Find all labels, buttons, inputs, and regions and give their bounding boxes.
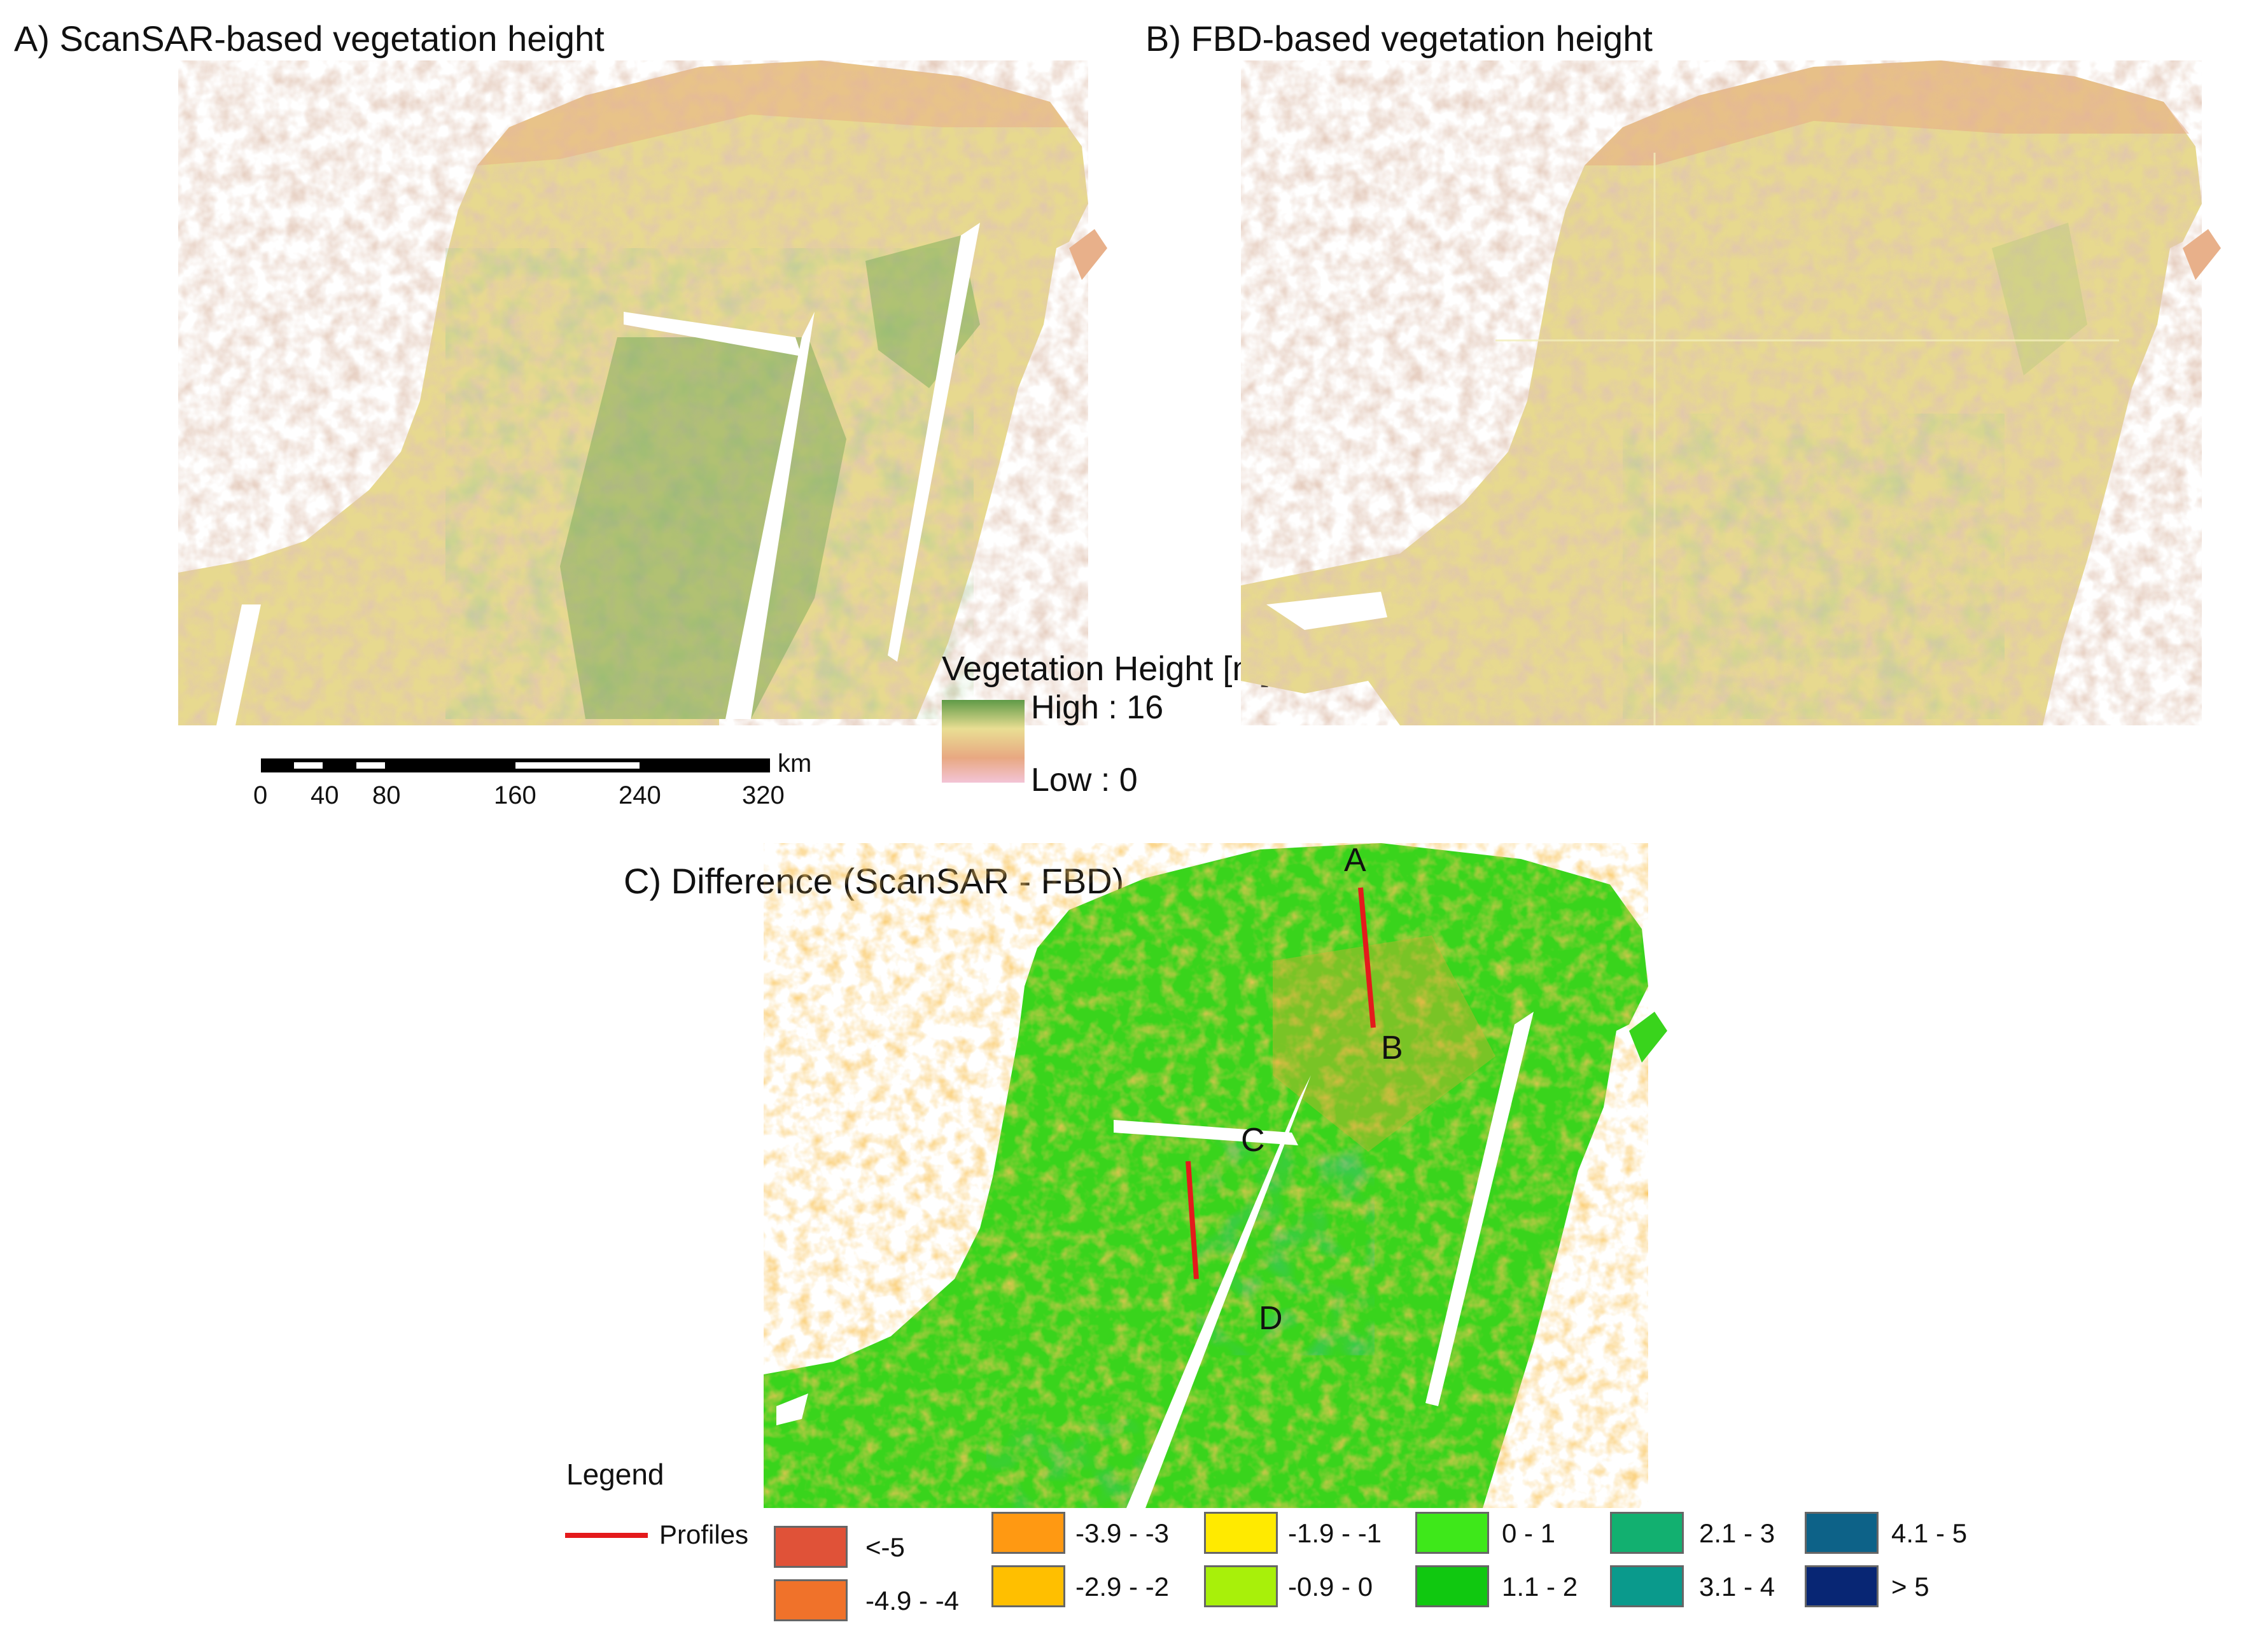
legend-swatch-minus2-9 [991,1565,1065,1607]
legend-swatch-minus0-9 [1204,1565,1278,1607]
panel-c-gap-strip-east [1425,1012,1534,1406]
legend-swatch-2-1 [1610,1512,1684,1554]
legend-swatch-minus1-9 [1204,1512,1278,1554]
profile-line-cd [1186,1161,1199,1280]
legend-swatch-minus4-9 [774,1579,848,1621]
panel-c-island [1629,1012,1667,1063]
legend-label-minus3-9: -3.9 - -3 [1075,1518,1170,1548]
legend-label-gt-5: > 5 [1891,1572,1929,1602]
panel-c-landmass [764,843,1648,1508]
legend-label-lt-minus5: <-5 [865,1532,905,1562]
vegetation-legend-ramp [942,700,1025,783]
legend-label-1-1: 1.1 - 2 [1502,1572,1578,1602]
legend-swatch-4-1 [1805,1512,1879,1554]
scale-bar [261,758,770,772]
panel-c-coast-gap [776,1393,808,1425]
profile-label-d: D [1259,1300,1283,1337]
scale-tick: 40 [311,781,339,809]
panel-a-gap-strip-west [216,604,261,725]
scale-tick: 240 [619,781,661,809]
legend-label-minus0-9: -0.9 - 0 [1288,1572,1373,1602]
profiles-legend-label: Profiles [659,1519,749,1549]
panel-b-island [2183,229,2221,280]
vegetation-legend-title: Vegetation Height [m] [942,650,1271,688]
panel-b-title: B) FBD-based vegetation height [1145,18,1653,59]
profile-label-b: B [1381,1030,1403,1066]
scale-unit: km [778,750,812,778]
legend-swatch-3-1 [1610,1565,1684,1607]
scale-tick: 320 [742,781,785,809]
legend-swatch-0-1 [1415,1512,1489,1554]
panel-c-gap-wedge [1114,1120,1298,1145]
legend-label-0-1: 0 - 1 [1502,1518,1556,1548]
legend-swatch-minus3-9 [991,1512,1065,1554]
profile-line-ab [1358,887,1376,1028]
profiles-legend-line [565,1533,648,1538]
scale-tick: 80 [372,781,401,809]
legend-label-3-1: 3.1 - 4 [1699,1572,1775,1602]
panel-a-gap-strip-east [888,223,980,662]
legend-label-minus1-9: -1.9 - -1 [1288,1518,1382,1548]
panel-a-gap-wedge [624,312,802,356]
legend-swatch-lt-minus5 [774,1526,848,1568]
scale-tick: 0 [253,781,268,809]
legend-swatch-gt-5 [1805,1565,1879,1607]
legend-swatch-1-1 [1415,1565,1489,1607]
difference-legend-title: Legend [566,1458,664,1491]
legend-label-2-1: 2.1 - 3 [1699,1518,1775,1548]
panel-c-gap-strip [1126,1075,1311,1508]
panel-a-landmass [178,60,1088,725]
vegetation-legend-high: High : 16 [1031,689,1164,726]
panel-a-map [178,60,1107,725]
legend-label-minus2-9: -2.9 - -2 [1075,1572,1170,1602]
legend-label-4-1: 4.1 - 5 [1891,1518,1968,1548]
vegetation-legend-low: Low : 0 [1031,762,1138,799]
panel-a-title: A) ScanSAR-based vegetation height [14,18,605,59]
scale-tick: 160 [494,781,536,809]
profile-label-a: A [1344,842,1366,879]
legend-label-minus4-9: -4.9 - -4 [865,1586,960,1616]
panel-b-landmass [1241,60,2202,725]
profile-label-c: C [1241,1122,1265,1159]
panel-a-gap-strip [725,312,815,719]
panel-c-map [764,843,1667,1508]
panel-b-map [1241,60,2221,725]
panel-c-title: C) Difference (ScanSAR - FBD) [624,861,1124,901]
panel-a-island [1069,229,1107,280]
